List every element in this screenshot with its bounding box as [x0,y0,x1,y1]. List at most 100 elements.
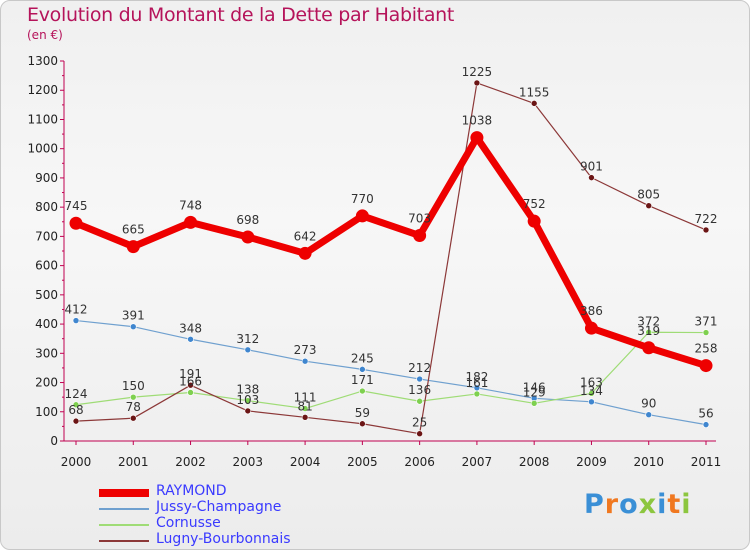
data-point-lugny-bourbonnais [645,202,653,209]
data-label-cornusse: 372 [637,314,660,328]
logo-letter: o [619,489,639,520]
x-tick-label: 2002 [175,455,206,469]
legend: RAYMOND Jussy-Champagne Cornusse Lugny-Bour… [99,483,359,549]
data-label-lugny-bourbonnais: 722 [695,212,718,226]
data-label-cornusse: 163 [580,375,603,389]
data-label-raymond: 258 [695,342,718,356]
y-tick-label: 400 [35,317,58,331]
data-label-raymond: 752 [523,197,546,211]
legend-item-lugny-bourbonnais: Lugny-Bourbonnais [99,531,359,549]
data-label-jussy-champagne: 273 [294,343,317,357]
data-point-cornusse [702,329,710,336]
data-label-jussy-champagne: 90 [641,397,656,411]
y-tick-label: 500 [35,288,58,302]
legend-item-raymond: RAYMOND [99,483,359,501]
data-label-lugny-bourbonnais: 78 [126,400,141,414]
data-point-raymond [126,240,140,254]
data-label-jussy-champagne: 412 [65,303,88,317]
chart-title: Evolution du Montant de la Dette par Hab… [27,4,455,26]
x-tick-label: 2007 [462,455,493,469]
data-point-jussy-champagne [702,421,710,428]
data-point-cornusse [359,387,366,395]
data-point-raymond [584,321,598,335]
y-tick-label: 0 [50,434,58,448]
data-point-cornusse [530,399,538,407]
data-point-jussy-champagne [129,323,137,331]
x-tick-label: 2004 [290,455,321,469]
data-label-jussy-champagne: 312 [236,332,259,346]
legend-swatch [99,540,149,542]
logo-letter: i [657,489,668,520]
data-point-jussy-champagne [301,357,309,365]
data-point-cornusse [473,390,481,398]
data-label-jussy-champagne: 245 [351,351,374,365]
data-label-cornusse: 111 [294,391,317,405]
data-point-cornusse [187,389,194,396]
data-point-raymond [184,215,198,229]
data-label-cornusse: 161 [465,376,488,390]
data-point-cornusse [588,390,595,397]
data-point-jussy-champagne [588,398,595,406]
y-tick-label: 300 [35,346,58,360]
x-tick-label: 2006 [404,455,435,469]
data-label-cornusse: 150 [122,379,145,393]
x-tick-label: 2000 [61,455,92,469]
data-point-lugny-bourbonnais [187,381,194,389]
data-label-lugny-bourbonnais: 81 [297,399,312,413]
logo-letter: x [638,489,658,520]
data-point-lugny-bourbonnais [244,407,252,415]
x-tick-label: 2011 [691,455,722,469]
y-tick-label: 800 [35,200,58,214]
data-label-lugny-bourbonnais: 901 [580,160,603,174]
data-point-raymond [470,131,484,145]
data-point-cornusse [129,393,137,401]
data-label-lugny-bourbonnais: 103 [236,393,259,407]
series-line-cornusse [75,331,707,410]
data-point-raymond [699,359,713,373]
data-point-raymond [355,209,369,223]
legend-label: RAYMOND [156,483,227,499]
data-label-lugny-bourbonnais: 805 [637,188,660,202]
y-tick-label: 1200 [27,83,58,97]
data-label-jussy-champagne: 134 [580,384,603,398]
data-point-lugny-bourbonnais [473,79,481,87]
proxiti-logo: Proxiti [584,489,692,520]
y-tick-label: 1300 [27,54,58,68]
y-tick-label: 1100 [27,112,58,126]
data-label-cornusse: 138 [236,383,259,397]
data-point-raymond [413,229,427,243]
data-label-lugny-bourbonnais: 68 [68,403,83,417]
legend-label: Jussy-Champagne [156,499,282,515]
data-point-lugny-bourbonnais [129,414,137,422]
data-point-jussy-champagne [416,375,423,383]
x-tick-label: 2005 [347,455,378,469]
x-tick-label: 2010 [633,455,664,469]
data-label-raymond: 386 [580,304,603,318]
data-label-cornusse: 124 [65,387,88,401]
data-label-cornusse: 371 [695,315,718,329]
y-tick-label: 200 [35,376,58,390]
data-point-lugny-bourbonnais [359,420,366,428]
data-label-jussy-champagne: 348 [179,321,202,335]
data-label-lugny-bourbonnais: 1225 [462,65,493,79]
series-line-jussy-champagne [75,319,707,426]
data-point-lugny-bourbonnais [588,174,595,181]
y-tick-label: 1000 [27,142,58,156]
logo-letter: r [604,489,620,520]
series-line-lugny-bourbonnais [75,82,707,435]
data-point-lugny-bourbonnais [530,100,538,107]
data-point-raymond [241,230,255,244]
legend-swatch [99,524,149,526]
logo-letter: P [584,489,605,520]
data-label-jussy-champagne: 182 [465,370,488,384]
data-label-raymond: 748 [179,198,202,212]
data-point-cornusse [645,328,653,336]
logo-letter: t [667,489,682,520]
data-label-raymond: 319 [637,324,660,338]
y-tick-label: 600 [35,259,58,273]
legend-label: Cornusse [156,515,221,531]
data-point-lugny-bourbonnais [72,417,80,425]
series-line-raymond [72,134,710,370]
data-label-jussy-champagne: 391 [122,309,145,323]
